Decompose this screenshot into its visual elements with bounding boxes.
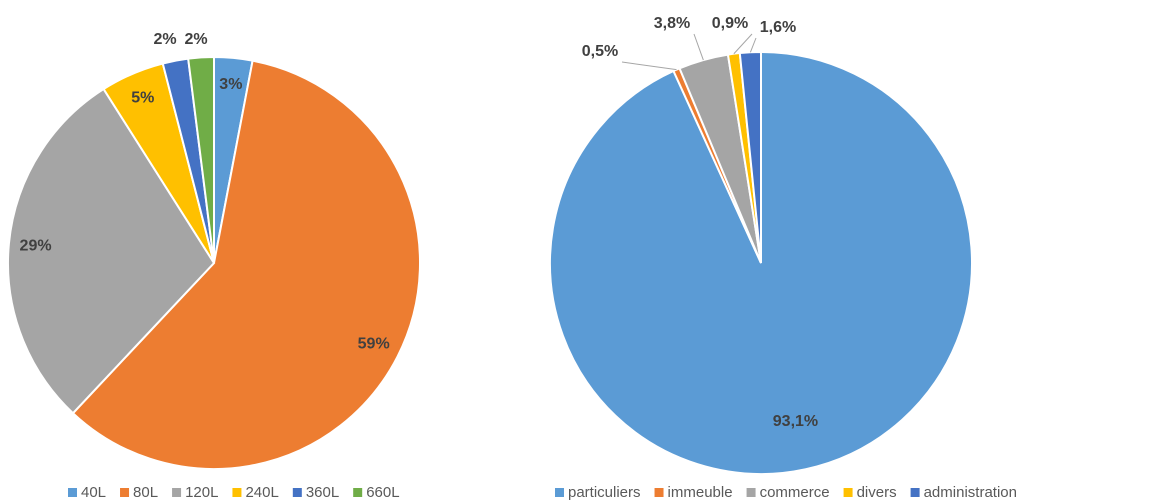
leader-line <box>693 33 704 61</box>
data-label: 5% <box>131 90 154 107</box>
legend-swatch <box>843 488 853 497</box>
pie-slice <box>187 55 215 264</box>
legend-label: immeuble <box>668 484 733 501</box>
data-label: 59% <box>358 336 390 353</box>
legend-swatch <box>910 488 920 497</box>
leader-line <box>621 61 677 71</box>
legend-swatch <box>353 488 363 497</box>
legend-swatch <box>654 488 664 497</box>
data-label: 1,6% <box>760 19 796 36</box>
data-label: 29% <box>20 237 52 254</box>
legend-swatch <box>555 488 564 497</box>
legend-swatch <box>292 488 302 497</box>
data-label: 3,8% <box>654 15 690 32</box>
legend-label: 360L <box>306 484 339 501</box>
pie-slice <box>7 87 216 415</box>
leader-line <box>749 37 757 53</box>
legend-swatch <box>746 488 756 497</box>
data-label: 93,1% <box>773 413 818 430</box>
pie-slice <box>71 59 421 470</box>
legend-swatch <box>120 488 130 497</box>
legend-label: 660L <box>366 484 399 501</box>
legend-label: 120L <box>185 484 218 501</box>
legend-label: commerce <box>760 484 830 501</box>
legend-label: divers <box>857 484 897 501</box>
legend-label: 80L <box>133 484 158 501</box>
legend-label: 240L <box>245 484 278 501</box>
data-label: 2% <box>184 31 207 48</box>
data-label: 0,5% <box>582 43 618 60</box>
data-label: 2% <box>153 31 176 48</box>
data-label: 0,9% <box>712 15 748 32</box>
leader-line <box>733 33 753 55</box>
legend-swatch <box>172 488 182 497</box>
legend-label: administration <box>924 484 1017 501</box>
legend-label: 40L <box>81 484 106 501</box>
legend-swatch <box>232 488 242 497</box>
legend-swatch <box>68 488 77 497</box>
legend-label: particuliers <box>568 484 641 501</box>
data-label: 3% <box>219 76 242 93</box>
